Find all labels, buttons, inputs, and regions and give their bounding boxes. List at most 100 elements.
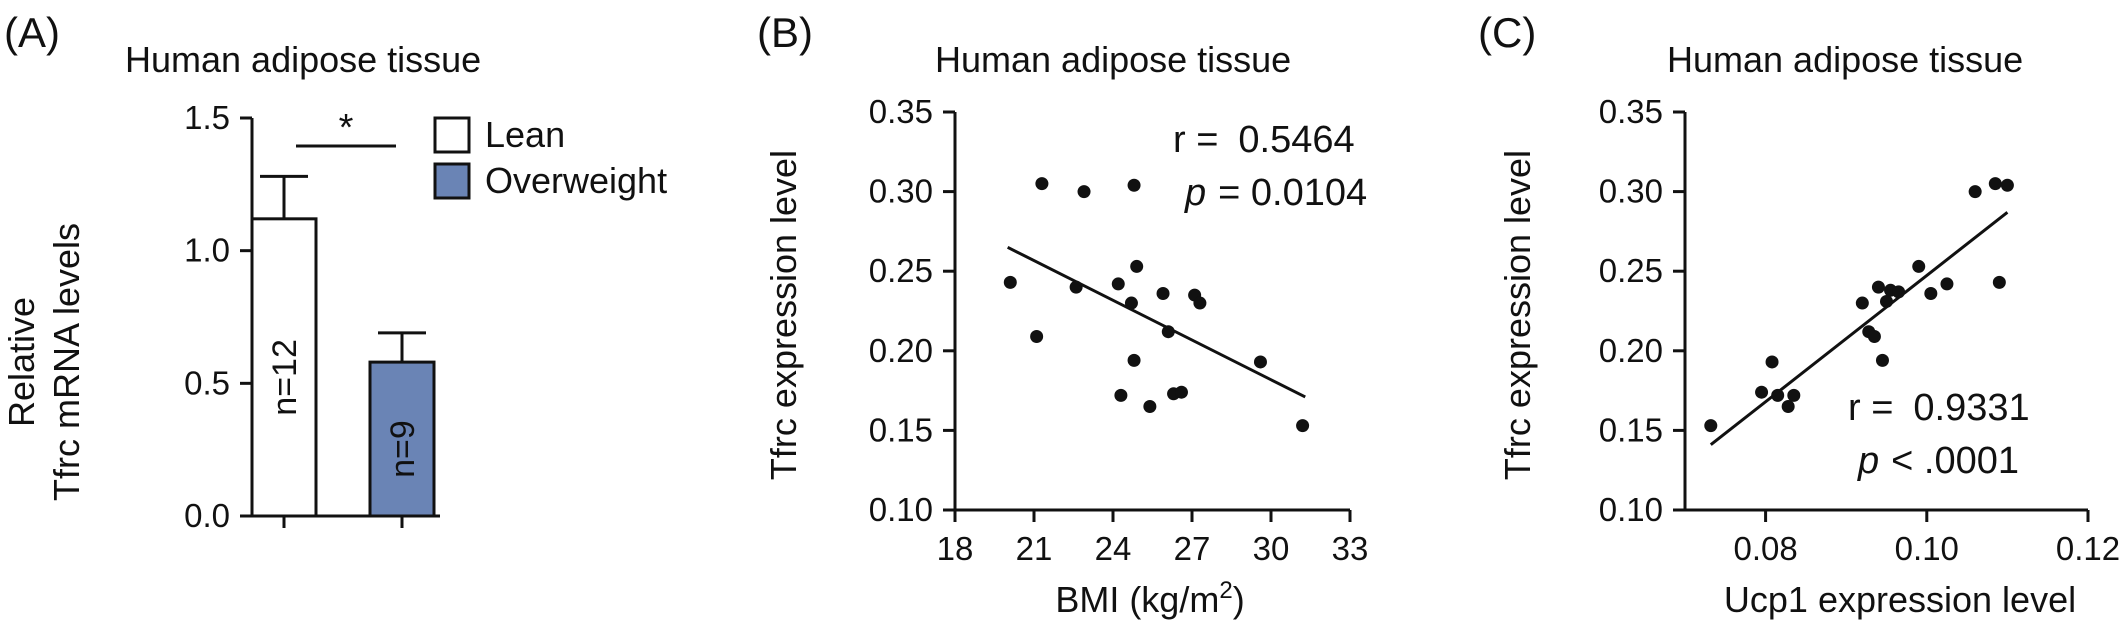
panel-b-data-point bbox=[1003, 275, 1017, 289]
panel-c-data-point bbox=[1924, 286, 1938, 300]
panel-b-scatter-chart: (B) Human adipose tissue Tfrc expression… bbox=[757, 9, 1368, 620]
panel-b-data-point bbox=[1174, 385, 1188, 399]
panel-c-data-point bbox=[1988, 177, 2002, 191]
panel-c-ytick-label: 0.35 bbox=[1599, 93, 1663, 130]
panel-c-ytick-label: 0.20 bbox=[1599, 332, 1663, 369]
panel-b-axes: 0.10 0.15 0.20 0.25 0.30 0.35 18 21 24 27 30 33 bbox=[869, 93, 1369, 567]
panel-b-ytick-label: 0.10 bbox=[869, 491, 933, 528]
panel-b-ytick-label: 0.15 bbox=[869, 411, 933, 448]
panel-b-p-stat: p = 0.0104 bbox=[1184, 172, 1367, 214]
panel-c-ylabel: Tfrc expression level bbox=[1497, 150, 1538, 480]
significance-star: * bbox=[339, 107, 354, 149]
panel-b-xtick-label: 30 bbox=[1253, 530, 1290, 567]
panel-a-bars: n=12 n=9 bbox=[250, 174, 436, 528]
panel-c-xtick-label: 0.12 bbox=[2056, 530, 2120, 567]
panel-c-scatter-chart: (C) Human adipose tissue Tfrc expression… bbox=[1478, 9, 2120, 620]
panel-b-data-point bbox=[1156, 286, 1170, 300]
panel-c-regression-line bbox=[1709, 211, 2009, 446]
panel-b-p-label: p bbox=[1184, 172, 1206, 214]
panel-c-data-point bbox=[1867, 329, 1881, 343]
panel-b-xtick-label: 18 bbox=[937, 530, 974, 567]
panel-b-data-point bbox=[1127, 353, 1141, 367]
panel-c-data-point bbox=[1755, 385, 1769, 399]
panel-b-data-point bbox=[1130, 259, 1144, 273]
panel-c-p-stat: p < .0001 bbox=[1857, 440, 2019, 482]
panel-c-ytick-label: 0.30 bbox=[1599, 173, 1663, 210]
panel-b-data-point bbox=[1253, 355, 1267, 369]
panel-c-xtick-label: 0.10 bbox=[1895, 530, 1959, 567]
panel-a-ytick-label: 0.0 bbox=[184, 497, 230, 534]
panel-b-data-point bbox=[1077, 185, 1091, 199]
panel-b-data-point bbox=[1030, 329, 1044, 343]
panel-b-xlabel-superscript: 2 bbox=[1219, 577, 1232, 604]
panel-b-ytick-label: 0.20 bbox=[869, 332, 933, 369]
panel-c-data-point bbox=[1912, 259, 1926, 273]
panel-c-letter: (C) bbox=[1478, 9, 1536, 56]
panel-c-data-point bbox=[1704, 419, 1718, 433]
panel-c-xlabel: Ucp1 expression level bbox=[1724, 579, 2076, 620]
panel-c-data-point bbox=[1765, 355, 1779, 369]
panel-b-ytick-label: 0.25 bbox=[869, 252, 933, 289]
bar-label-overweight: n=9 bbox=[384, 420, 422, 478]
panel-b-ytick-label: 0.30 bbox=[869, 173, 933, 210]
panel-c-data-point bbox=[1781, 400, 1795, 414]
panel-c-data-point bbox=[1771, 388, 1785, 402]
panel-c-r-value: 0.9331 bbox=[1913, 387, 2029, 429]
panel-a-ylabel-line1: Relative bbox=[1, 297, 42, 427]
bar-label-lean: n=12 bbox=[266, 339, 304, 416]
panel-b-xtick-label: 27 bbox=[1174, 530, 1211, 567]
legend-label-lean: Lean bbox=[485, 114, 565, 155]
panel-b-regression-line bbox=[1006, 245, 1306, 399]
legend-swatch-lean bbox=[433, 116, 471, 154]
panel-b-ytick-label: 0.35 bbox=[869, 93, 933, 130]
panel-b-xlabel: BMI (kg/m2) bbox=[1055, 577, 1244, 620]
panel-a-title: Human adipose tissue bbox=[125, 39, 481, 80]
panel-b-data-point bbox=[1127, 178, 1141, 192]
panel-a-ytick-label: 0.5 bbox=[184, 364, 230, 401]
panel-b-title: Human adipose tissue bbox=[935, 39, 1291, 80]
panel-b-xlabel-end: ) bbox=[1233, 579, 1245, 620]
panel-c-axes: 0.10 0.15 0.20 0.25 0.30 0.35 0.08 0.10 0.12 bbox=[1599, 93, 2120, 567]
panel-c-data-point bbox=[1875, 353, 1889, 367]
panel-a-ylabel-line2: Tfrc mRNA levels bbox=[46, 223, 87, 501]
panel-c-data-point bbox=[2000, 178, 2014, 192]
panel-a-bar-chart: (A) Human adipose tissue Relative Tfrc m… bbox=[1, 9, 667, 534]
panel-c-ytick-label: 0.15 bbox=[1599, 411, 1663, 448]
panel-b-xlabel-text: BMI (kg/m bbox=[1055, 579, 1219, 620]
panel-c-data-point bbox=[1871, 280, 1885, 294]
panel-c-r-stat: r = 0.9331 bbox=[1848, 387, 2030, 429]
legend-label-overweight: Overweight bbox=[485, 160, 667, 201]
panel-b-data-point bbox=[1143, 400, 1157, 414]
legend-swatch-overweight bbox=[433, 162, 471, 200]
panel-b-p-value: = 0.0104 bbox=[1218, 172, 1367, 214]
panel-c-data-point bbox=[1940, 277, 1954, 291]
panel-b-data-point bbox=[1114, 388, 1128, 402]
panel-c-ytick-label: 0.10 bbox=[1599, 491, 1663, 528]
panel-a-y-axis: 0.0 0.5 1.0 1.5 bbox=[184, 99, 252, 534]
panel-b-data-point bbox=[1111, 277, 1125, 291]
panel-c-data-point bbox=[1992, 275, 2006, 289]
panel-b-xtick-label: 33 bbox=[1332, 530, 1369, 567]
panel-c-data-point bbox=[1855, 296, 1869, 310]
panel-c-r-label: r = bbox=[1848, 387, 1893, 429]
panel-c-p-value: < .0001 bbox=[1891, 440, 2019, 482]
panel-b-data-point bbox=[1296, 419, 1310, 433]
panel-b-xtick-label: 24 bbox=[1095, 530, 1132, 567]
panel-c-data-point bbox=[1787, 388, 1801, 402]
panel-c-xtick-label: 0.08 bbox=[1733, 530, 1797, 567]
panel-b-r-label: r = bbox=[1173, 119, 1218, 161]
panel-c-title: Human adipose tissue bbox=[1667, 39, 2023, 80]
panel-a-ytick-label: 1.5 bbox=[184, 99, 230, 136]
panel-b-letter: (B) bbox=[757, 9, 813, 56]
panel-c-points bbox=[1704, 177, 2014, 433]
panel-b-data-point bbox=[1193, 296, 1207, 310]
panel-c-data-point bbox=[1968, 185, 1982, 199]
panel-b-xtick-label: 21 bbox=[1016, 530, 1053, 567]
panel-a-letter: (A) bbox=[4, 9, 60, 56]
legend: Lean Overweight bbox=[433, 114, 667, 201]
panel-b-r-stat: r = 0.5464 bbox=[1173, 119, 1355, 161]
panel-b-data-point bbox=[1035, 177, 1049, 191]
panel-b-points bbox=[1003, 177, 1310, 433]
panel-b-ylabel: Tfrc expression level bbox=[763, 150, 804, 480]
